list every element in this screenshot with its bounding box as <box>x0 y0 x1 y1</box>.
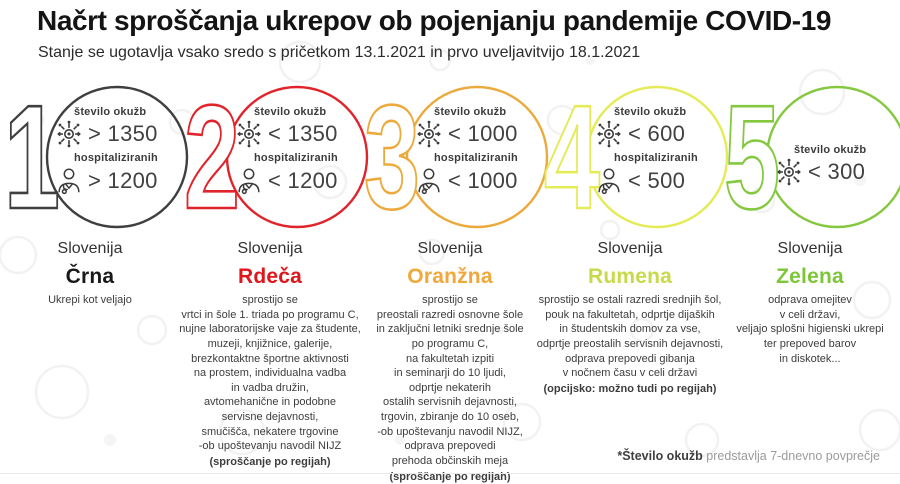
footnote-prefix: *Število okužb <box>617 449 702 463</box>
infections-row: < 300 <box>774 157 900 187</box>
infections-row: < 1350 <box>234 119 366 149</box>
footnote: *Število okužb predstavlja 7-dnevno povp… <box>617 449 880 463</box>
description-line: odprava prepovedi <box>342 439 558 454</box>
description-line: prehoda občinskih meja <box>342 454 558 469</box>
infections-value: < 300 <box>808 159 865 185</box>
infections-label: število okužb <box>234 106 366 118</box>
doctor-icon <box>414 165 444 197</box>
phase-number: 2 <box>184 75 240 240</box>
hospitalized-label: hospitaliziranih <box>54 152 186 164</box>
hospitalized-label: hospitaliziranih <box>414 152 546 164</box>
infections-value: < 1000 <box>448 121 518 147</box>
phase-name: Črna <box>0 265 180 289</box>
virus-icon <box>54 119 84 149</box>
infections-value: > 1350 <box>88 121 158 147</box>
phase-region: Slovenija <box>0 240 180 258</box>
phase-region: Slovenija <box>540 240 720 258</box>
phase-number: 3 <box>364 75 420 240</box>
infections-label: število okužb <box>414 106 546 118</box>
description-bold-line: (sproščanje po regijah) <box>342 470 558 484</box>
page-title: Načrt sproščanja ukrepov ob pojenjanju p… <box>37 5 887 37</box>
doctor-icon <box>54 165 84 197</box>
phase-stats: število okužb <box>594 106 726 200</box>
virus-icon <box>594 119 624 149</box>
hospitalized-row: < 1000 <box>414 165 546 197</box>
hospitalized-value: < 1200 <box>268 168 338 194</box>
phase-stats: število okužb <box>774 144 900 190</box>
phase-card: 3 število okužb <box>360 84 540 484</box>
doctor-icon <box>234 165 264 197</box>
phase-card: 2 število okužb <box>180 84 360 484</box>
infections-label: število okužb <box>594 106 726 118</box>
description-line: -ob upoštevanju navodil NIJZ, <box>342 425 558 440</box>
phase-badge: 4 število okužb <box>540 84 720 234</box>
hospitalized-label: hospitaliziranih <box>594 152 726 164</box>
description-line: ostalih servisnih dejavnosti, <box>342 395 558 410</box>
page-subtitle: Stanje se ugotavlja vsako sredo s pričet… <box>38 44 838 62</box>
description-line: odprava omejitev <box>702 293 900 308</box>
description-line: in diskotek... <box>702 352 900 367</box>
virus-icon <box>414 119 444 149</box>
description-bold-line: (opcijsko: možno tudi po regijah) <box>522 382 738 397</box>
infections-label: število okužb <box>54 106 186 118</box>
phase-card: 1 število okužb <box>0 84 180 484</box>
phase-badge: 2 število okužb <box>180 84 360 234</box>
virus-icon <box>774 157 804 187</box>
description-line: v celi državi, <box>702 308 900 323</box>
hospitalized-label: hospitaliziranih <box>234 152 366 164</box>
footnote-text: predstavlja 7-dnevno povprečje <box>703 449 880 463</box>
phase-region: Slovenija <box>360 240 540 258</box>
phases-row: 1 število okužb <box>0 84 900 484</box>
phase-badge: 5 število okužb <box>720 84 900 234</box>
infections-label: število okužb <box>774 144 900 156</box>
hospitalized-row: < 1200 <box>234 165 366 197</box>
phase-number: 4 <box>544 75 600 240</box>
doctor-icon <box>594 165 624 197</box>
phase-region: Slovenija <box>180 240 360 258</box>
infections-row: < 1000 <box>414 119 546 149</box>
phase-name: Rdeča <box>180 265 360 289</box>
phase-name: Zelena <box>720 265 900 289</box>
hospitalized-row: < 500 <box>594 165 726 197</box>
phase-card: 5 število okužb <box>720 84 900 484</box>
description-line: veljajo splošni higienski ukrepi <box>702 322 900 337</box>
infections-value: < 600 <box>628 121 685 147</box>
phase-stats: število okužb <box>414 106 546 200</box>
phase-badge: 3 število okužb <box>360 84 540 234</box>
phase-number: 1 <box>4 75 60 240</box>
phase-card: 4 število okužb <box>540 84 720 484</box>
phase-name: Rumena <box>540 265 720 289</box>
phase-badge: 1 število okužb <box>0 84 180 234</box>
bottom-divider <box>0 473 900 474</box>
hospitalized-value: < 500 <box>628 168 685 194</box>
phase-name: Oranžna <box>360 265 540 289</box>
hospitalized-row: > 1200 <box>54 165 186 197</box>
phase-stats: število okužb <box>234 106 366 200</box>
infections-row: > 1350 <box>54 119 186 149</box>
hospitalized-value: > 1200 <box>88 168 158 194</box>
description-line: trgovin, zbiranje do 10 oseb, <box>342 410 558 425</box>
phase-stats: število okužb <box>54 106 186 200</box>
phase-number: 5 <box>724 75 780 240</box>
infections-value: < 1350 <box>268 121 338 147</box>
description-line: ter prepoved barov <box>702 337 900 352</box>
description-line: v nočnem času v celi državi <box>522 366 738 381</box>
hospitalized-value: < 1000 <box>448 168 518 194</box>
phase-region: Slovenija <box>720 240 900 258</box>
infections-row: < 600 <box>594 119 726 149</box>
virus-icon <box>234 119 264 149</box>
